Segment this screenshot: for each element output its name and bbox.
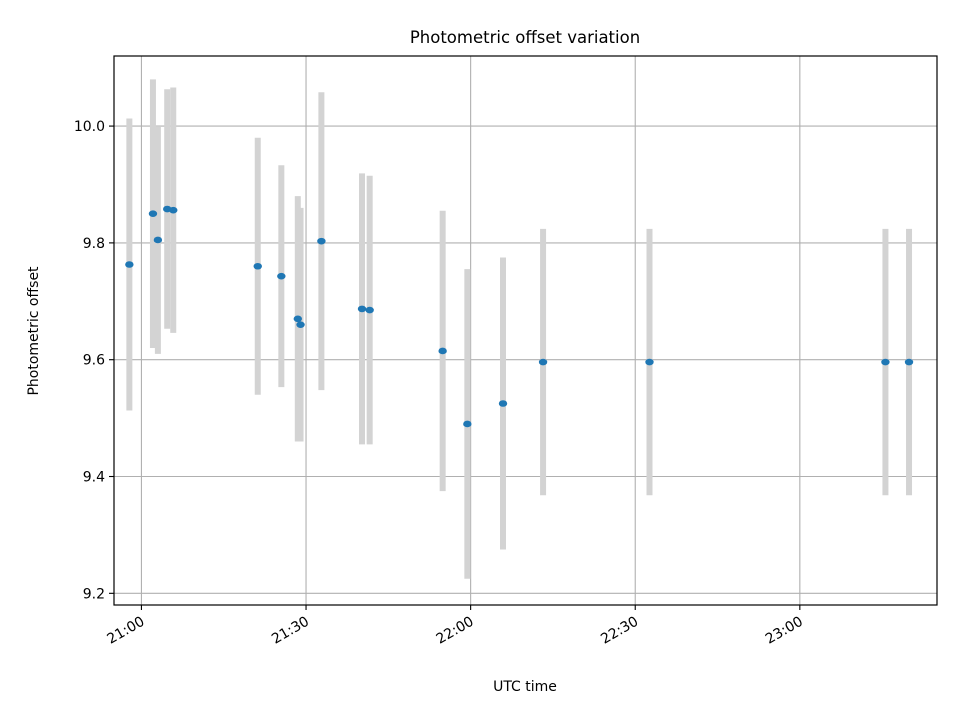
data-point — [645, 358, 654, 366]
grid-lines — [114, 56, 937, 605]
data-point — [538, 358, 548, 366]
data-point — [365, 306, 374, 314]
data-point — [438, 347, 447, 355]
data-point — [293, 315, 303, 323]
y-tick-label: 9.8 — [83, 236, 105, 252]
data-point — [904, 358, 914, 366]
chart-title: Photometric offset variation — [410, 28, 640, 47]
data-point — [317, 237, 326, 245]
data-point — [296, 321, 305, 328]
data-point — [253, 262, 262, 270]
data-points — [125, 205, 914, 428]
y-tick-label: 9.6 — [83, 353, 105, 369]
data-point — [153, 236, 163, 244]
data-point — [357, 305, 367, 313]
plot-frame — [113, 55, 938, 606]
y-axis-label: Photometric offset — [26, 266, 42, 396]
data-point — [498, 400, 508, 407]
y-tick-label: 9.4 — [83, 470, 105, 486]
y-tick-label: 10.0 — [74, 119, 105, 135]
data-point — [463, 420, 472, 428]
data-point — [881, 358, 890, 366]
x-axis-label: UTC time — [493, 679, 557, 695]
y-axis-ticks: 9.2 9.4 9.6 9.8 10.0 — [74, 119, 114, 602]
data-point — [125, 261, 134, 268]
data-point — [148, 210, 158, 217]
data-point — [169, 206, 178, 214]
y-tick-label: 9.2 — [83, 586, 105, 602]
data-point — [277, 272, 286, 280]
